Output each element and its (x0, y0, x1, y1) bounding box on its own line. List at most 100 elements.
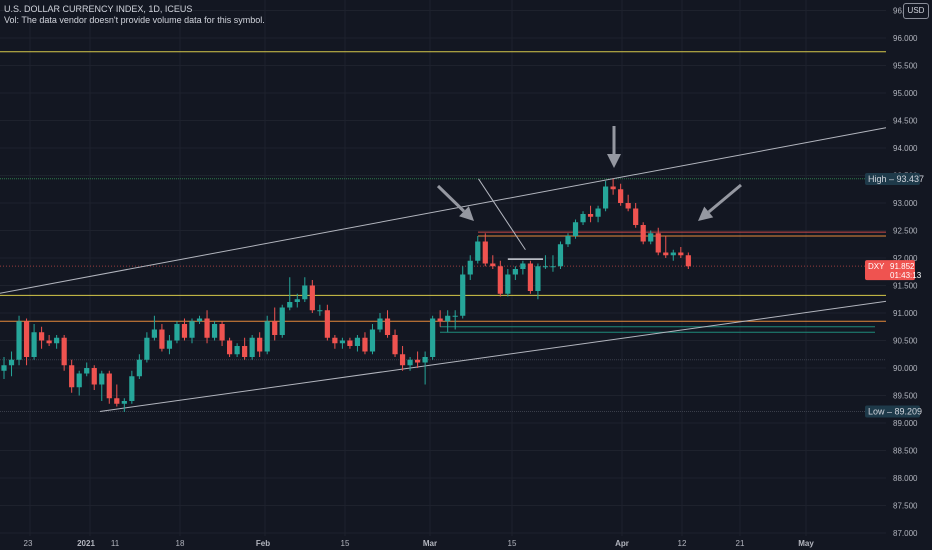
candle-body (61, 337, 67, 366)
candle-body (181, 324, 188, 338)
candle-body (106, 373, 112, 399)
candle-body (415, 359, 421, 363)
candle (242, 337, 248, 360)
currency-button[interactable]: USD (903, 3, 929, 19)
candle-body (384, 318, 391, 335)
candle-body (505, 274, 511, 294)
candle (670, 249, 676, 261)
candle-body (377, 318, 383, 330)
candle-body (121, 401, 127, 404)
candle (347, 337, 353, 349)
candle (189, 318, 195, 344)
candle (430, 315, 436, 360)
candle (54, 335, 60, 349)
arrow-shaft (707, 183, 742, 214)
candle (640, 222, 646, 245)
arrow-shaft (436, 184, 466, 213)
candle-body (648, 233, 654, 242)
time-tick-label: 11 (111, 539, 120, 548)
candle (482, 233, 488, 267)
candle-body (129, 376, 135, 401)
candle (633, 203, 639, 228)
candle-body (257, 337, 263, 352)
candle (324, 304, 330, 341)
trendline[interactable] (0, 124, 902, 294)
candle (369, 324, 376, 355)
candle-body (640, 225, 646, 242)
candle (151, 315, 157, 341)
candle (121, 398, 127, 412)
candle-body (136, 359, 142, 377)
price-tick-label: 94.000 (893, 144, 918, 153)
candle (106, 370, 112, 404)
candle (76, 370, 82, 396)
candle-body (91, 368, 97, 385)
candle (467, 255, 473, 280)
candle-body (211, 324, 218, 338)
candle-body (279, 307, 285, 335)
candle-body (535, 266, 541, 291)
price-tick-label: 90.000 (893, 364, 918, 373)
candle (211, 321, 218, 341)
time-axis[interactable]: 23 2021 11 18 Feb 15 Mar 15 Apr 12 21 May (0, 536, 932, 550)
price-tick-label: 91.000 (893, 309, 918, 318)
candle (384, 310, 391, 338)
candle (144, 332, 150, 363)
candle-body (249, 337, 255, 357)
trendline[interactable] (99, 298, 902, 412)
candle (565, 233, 571, 247)
time-tick-label: 15 (341, 539, 350, 548)
arrow-down-top[interactable] (607, 126, 621, 168)
time-tick-label: 21 (736, 539, 745, 548)
candle-body (610, 186, 616, 190)
high-badge-label: High – 93.437 (868, 174, 924, 184)
candle (257, 332, 263, 357)
candle (550, 255, 556, 272)
candle (512, 266, 518, 280)
horizontal-levels[interactable] (0, 51, 886, 412)
candle (520, 260, 526, 275)
price-tick-label: 89.000 (893, 419, 918, 428)
chart-title: U.S. DOLLAR CURRENCY INDEX, 1D, ICEUS (4, 4, 193, 14)
candle (99, 370, 105, 401)
annotation-arrows[interactable] (436, 126, 742, 221)
last-price-symbol: DXY (868, 262, 885, 271)
price-tick-label: 95.500 (893, 62, 918, 71)
candle (264, 315, 270, 355)
candle (114, 384, 120, 407)
candle (422, 351, 428, 385)
time-axis-bg (0, 536, 932, 550)
candle-body (23, 321, 30, 357)
candle-body (550, 266, 556, 268)
candle-body (655, 233, 661, 253)
arrow-down-left[interactable] (698, 183, 742, 221)
candle (174, 321, 180, 344)
candle-body (430, 318, 436, 357)
candle (505, 269, 511, 297)
trendline[interactable] (478, 178, 526, 251)
candle-body (339, 340, 345, 344)
candle (196, 315, 203, 324)
candle (497, 260, 503, 297)
candle (8, 351, 15, 377)
candle-body (437, 318, 443, 322)
candle (648, 230, 654, 245)
candle (84, 362, 90, 377)
price-tick-label: 95.000 (893, 89, 918, 98)
candle-body (204, 318, 210, 338)
candle-body (512, 269, 518, 275)
candle-body (392, 335, 398, 355)
candle (227, 337, 233, 357)
candle (595, 205, 601, 223)
candle-body (114, 398, 120, 404)
price-tick-label: 93.000 (893, 199, 918, 208)
trendlines[interactable] (0, 124, 902, 412)
candle (272, 307, 278, 341)
candle (535, 263, 541, 300)
candle (339, 337, 345, 349)
arrow-down-right[interactable] (436, 184, 474, 221)
candle (527, 260, 533, 294)
candle (557, 241, 564, 269)
